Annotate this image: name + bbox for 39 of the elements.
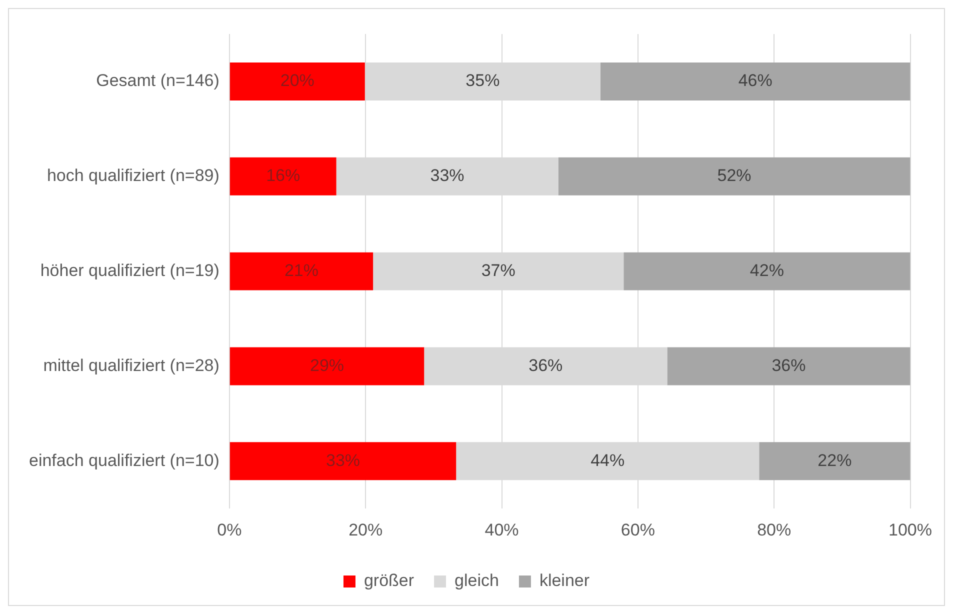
y-tick-label: höher qualifiziert (n=19) bbox=[40, 260, 220, 280]
bar bbox=[558, 157, 910, 196]
x-tick-label: 0% bbox=[217, 520, 242, 540]
data-label: 42% bbox=[750, 260, 784, 280]
bar bbox=[230, 62, 365, 100]
data-label: 35% bbox=[466, 71, 500, 90]
bar bbox=[667, 347, 910, 386]
bar bbox=[624, 252, 910, 290]
data-label: 44% bbox=[590, 450, 625, 470]
y-tick-label: hoch qualifiziert (n=89) bbox=[46, 166, 220, 186]
x-tick-label: 60% bbox=[620, 520, 655, 540]
data-label: 37% bbox=[481, 260, 516, 280]
x-tick-label: 80% bbox=[757, 520, 792, 540]
legend-label: größer bbox=[364, 571, 414, 590]
data-label: 36% bbox=[528, 356, 563, 375]
y-tick-label: Gesamt (n=146) bbox=[96, 71, 220, 90]
bar bbox=[230, 442, 456, 480]
data-label: 33% bbox=[430, 166, 464, 186]
bar bbox=[759, 442, 910, 480]
data-label: 33% bbox=[326, 450, 360, 470]
y-tick-label: einfach qualifiziert (n=10) bbox=[28, 450, 220, 470]
bar bbox=[230, 157, 336, 196]
legend-label: kleiner bbox=[539, 571, 590, 590]
y-tick-label: mittel qualifiziert (n=28) bbox=[43, 356, 220, 375]
x-tick-label: 40% bbox=[484, 520, 519, 540]
legend-label: gleich bbox=[454, 571, 499, 590]
data-label: 46% bbox=[738, 71, 772, 90]
bar bbox=[230, 252, 374, 290]
x-tick-label: 100% bbox=[888, 520, 932, 540]
x-tick-label: 20% bbox=[348, 520, 383, 540]
bar bbox=[600, 62, 910, 100]
data-label: 16% bbox=[266, 166, 300, 186]
data-label: 36% bbox=[772, 356, 806, 375]
data-label: 22% bbox=[818, 450, 852, 470]
data-label: 21% bbox=[284, 260, 319, 280]
bar bbox=[230, 347, 424, 386]
data-label: 20% bbox=[280, 71, 314, 90]
data-label: 29% bbox=[310, 356, 344, 375]
data-label: 52% bbox=[717, 166, 752, 186]
